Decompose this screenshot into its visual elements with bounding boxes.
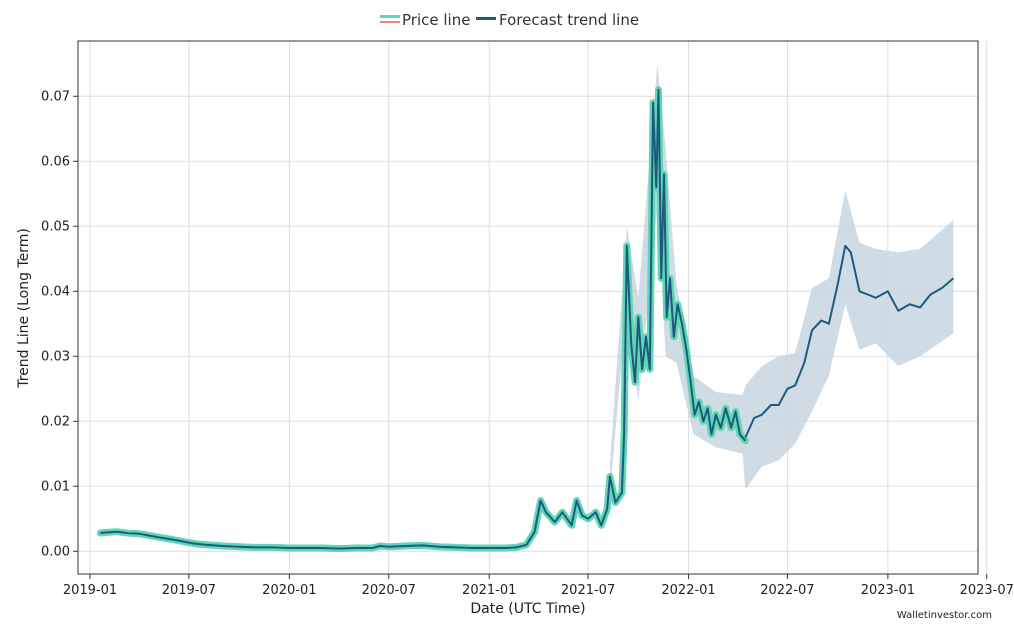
legend-swatch-forecast-trend-line: [476, 17, 496, 20]
x-tick-label: 2023-01: [861, 583, 915, 598]
x-tick-label: 2019-01: [63, 583, 117, 598]
x-tick-label: 2022-01: [661, 583, 715, 598]
x-tick-label: 2023-07: [960, 583, 1014, 598]
legend-label-price-line: Price line: [402, 11, 470, 29]
y-tick-label: 0.06: [41, 154, 70, 169]
x-tick-label: 2021-07: [561, 583, 615, 598]
series-price-trend-overlay: [100, 88, 747, 550]
x-axis-title: Date (UTC Time): [470, 601, 585, 617]
y-tick-label: 0.04: [41, 284, 70, 299]
legend-label-forecast-trend-line: Forecast trend line: [499, 11, 639, 29]
legend-swatch-price-line: [380, 15, 400, 18]
x-tick-label: 2019-07: [162, 583, 216, 598]
series-price-line: [96, 86, 749, 553]
grid: [78, 41, 988, 574]
y-tick-label: 0.07: [41, 89, 70, 104]
y-axis: 0.00 0.01 0.02 0.03 0.04 0.05 0.06 0.07: [41, 89, 78, 559]
series-layer: [96, 86, 955, 553]
x-tick-label: 2020-07: [362, 583, 416, 598]
x-tick-label: 2020-01: [262, 583, 316, 598]
series-forecast-trend-line: [744, 244, 955, 438]
legend-swatch-price-line-alt: [380, 21, 400, 23]
forecast-band-layer: [609, 63, 954, 493]
x-tick-label: 2022-07: [760, 583, 814, 598]
y-tick-label: 0.02: [41, 414, 70, 429]
y-axis-title: Trend Line (Long Term): [16, 228, 32, 389]
y-tick-label: 0.00: [41, 544, 70, 559]
forecast-confidence-band: [609, 63, 954, 493]
x-tick-label: 2021-01: [462, 583, 516, 598]
y-tick-label: 0.03: [41, 349, 70, 364]
x-axis: 2019-01 2019-07 2020-01 2020-07 2021-01 2021-…: [63, 574, 1014, 598]
y-tick-label: 0.05: [41, 219, 70, 234]
y-tick-label: 0.01: [41, 479, 70, 494]
watermark: Walletinvestor.com: [897, 610, 992, 621]
legend: Price line Forecast trend line: [380, 11, 639, 29]
plot-frame: [77, 40, 979, 575]
